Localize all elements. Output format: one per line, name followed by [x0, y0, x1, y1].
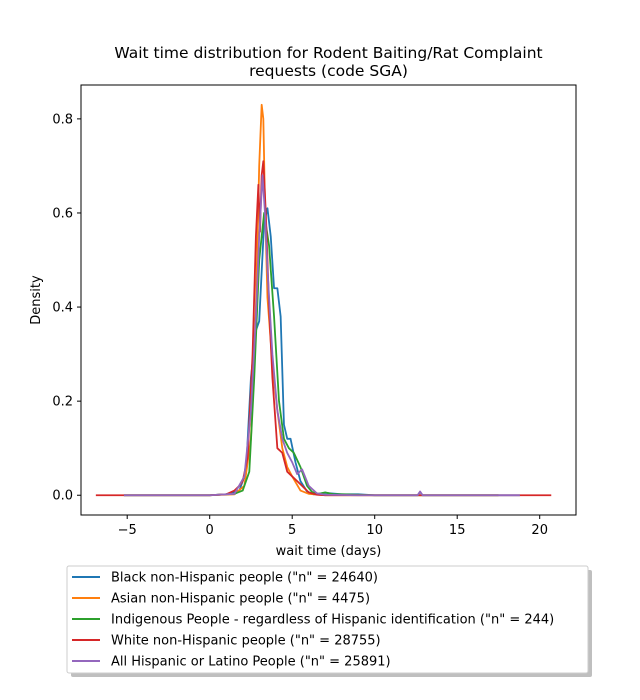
- x-tick-label: 10: [366, 523, 383, 538]
- chart-title: Wait time distribution for Rodent Baitin…: [114, 44, 542, 80]
- y-axis: 0.0 0.2 0.4 0.6 0.8: [52, 112, 81, 504]
- y-tick-label: 0.2: [52, 395, 73, 410]
- legend-label-3: Indigenous People - regardless of Hispan…: [111, 613, 554, 628]
- y-tick-label: 0.4: [52, 301, 73, 316]
- x-tick-label: 15: [449, 523, 466, 538]
- y-tick-label: 0.0: [52, 489, 73, 504]
- legend-box: [66, 565, 589, 674]
- plot-area-frame: [80, 84, 577, 516]
- x-tick-label: 0: [206, 523, 214, 538]
- series-layer: [95, 103, 552, 497]
- x-axis: −5 0 5 10 15 20: [118, 515, 548, 538]
- x-axis-label: wait time (days): [276, 544, 382, 559]
- y-tick-label: 0.8: [52, 112, 73, 127]
- legend-label-4: White non-Hispanic people ("n" = 28755): [111, 634, 381, 649]
- series-line-2: [123, 103, 499, 497]
- y-tick-label: 0.6: [52, 206, 73, 221]
- legend-label-2: Asian non-Hispanic people ("n" = 4475): [111, 592, 370, 607]
- chart-title-line-1: Wait time distribution for Rodent Baitin…: [114, 44, 542, 62]
- x-tick-label: 5: [288, 523, 296, 538]
- y-axis-label: Density: [29, 275, 44, 325]
- legend-entries: Black non-Hispanic people ("n" = 24640) A…: [72, 571, 554, 670]
- chart-title-line-2: requests (code SGA): [249, 62, 408, 80]
- x-tick-label: −5: [118, 523, 137, 538]
- legend: Black non-Hispanic people ("n" = 24640) A…: [66, 565, 592, 677]
- series-line-4: [95, 160, 552, 497]
- series-line-1: [123, 207, 520, 497]
- series-line-3: [123, 212, 499, 497]
- series-line-5: [123, 174, 520, 497]
- x-tick-label: 20: [531, 523, 548, 538]
- legend-label-1: Black non-Hispanic people ("n" = 24640): [111, 571, 378, 586]
- legend-label-5: All Hispanic or Latino People ("n" = 258…: [111, 655, 391, 670]
